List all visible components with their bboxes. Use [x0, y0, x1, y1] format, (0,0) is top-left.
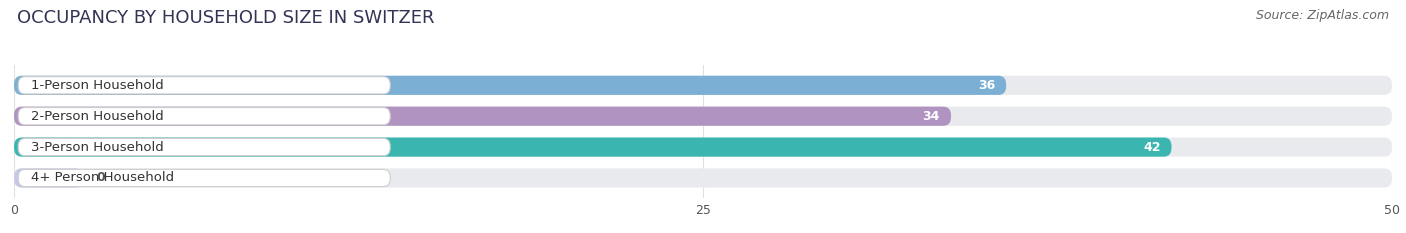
Text: 36: 36	[977, 79, 995, 92]
Text: 1-Person Household: 1-Person Household	[31, 79, 163, 92]
FancyBboxPatch shape	[14, 137, 1392, 157]
FancyBboxPatch shape	[18, 138, 391, 156]
FancyBboxPatch shape	[14, 76, 1007, 95]
FancyBboxPatch shape	[18, 108, 391, 125]
Text: 42: 42	[1143, 140, 1160, 154]
Text: 34: 34	[922, 110, 941, 123]
FancyBboxPatch shape	[14, 76, 1392, 95]
FancyBboxPatch shape	[14, 107, 950, 126]
FancyBboxPatch shape	[14, 168, 1392, 188]
FancyBboxPatch shape	[14, 137, 1171, 157]
Text: 3-Person Household: 3-Person Household	[31, 140, 163, 154]
Text: 2-Person Household: 2-Person Household	[31, 110, 163, 123]
Text: 4+ Person Household: 4+ Person Household	[31, 171, 174, 185]
Text: OCCUPANCY BY HOUSEHOLD SIZE IN SWITZER: OCCUPANCY BY HOUSEHOLD SIZE IN SWITZER	[17, 9, 434, 27]
FancyBboxPatch shape	[14, 107, 1392, 126]
FancyBboxPatch shape	[14, 168, 83, 188]
Text: 0: 0	[97, 171, 105, 185]
Text: Source: ZipAtlas.com: Source: ZipAtlas.com	[1256, 9, 1389, 22]
FancyBboxPatch shape	[18, 169, 391, 187]
FancyBboxPatch shape	[18, 77, 391, 94]
